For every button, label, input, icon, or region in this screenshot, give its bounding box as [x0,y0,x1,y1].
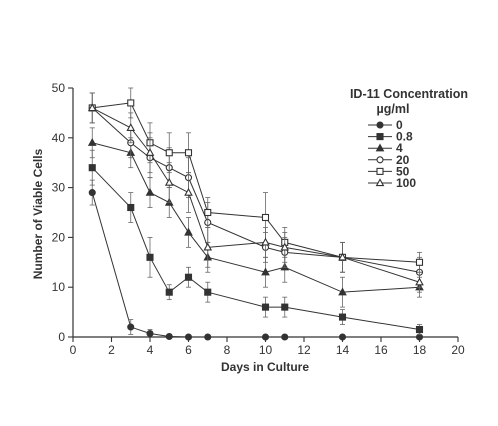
data-point [261,303,270,311]
legend-label: 50 [396,164,410,178]
legend-item: 20 [368,153,410,167]
data-point [261,237,270,246]
series-line [92,107,420,283]
data-point [415,258,424,266]
series-line [91,167,420,331]
legend-label: 100 [396,176,416,190]
series-20 [88,92,424,288]
legend-marker [375,178,385,187]
legend-subtitle: µg/ml [377,102,410,116]
x-tick-label: 6 [185,343,192,357]
x-ticks: 0 2 4 6 8 10 12 14 16 18 20 [70,337,465,357]
legend-item: 4 [368,141,403,155]
legend-marker [376,133,384,141]
data-point [146,329,154,338]
y-tick-label: 0 [58,330,65,344]
data-point [88,189,96,197]
legend-item: 0.8 [368,130,413,144]
x-tick-label: 14 [336,343,350,357]
data-point [338,287,347,296]
legend-label: 0.8 [396,130,413,144]
legend-item: 50 [368,164,410,178]
data-point [338,252,347,261]
data-point [184,227,193,236]
data-point [415,277,424,286]
x-tick-label: 20 [451,343,465,357]
x-tick-label: 12 [297,343,311,357]
data-point [415,325,424,334]
data-point [261,213,270,222]
data-point [280,242,290,251]
data-point [145,147,155,156]
x-tick-label: 0 [70,343,77,357]
y-tick-label: 50 [52,81,66,95]
x-tick-label: 18 [413,343,427,357]
data-point [146,253,154,261]
legend-marker [376,121,384,129]
data-point [126,123,136,131]
y-tick-label: 40 [52,131,66,145]
legend-title: ID-11 Concentration [350,87,468,101]
series-line [92,142,420,293]
data-point [184,149,193,157]
data-point [184,273,193,281]
x-tick-label: 10 [259,343,273,357]
series-4 [87,127,424,308]
legend-marker [376,167,384,175]
legend-marker [375,143,385,152]
data-point [127,203,135,212]
data-point [127,323,135,331]
series-0 [88,179,424,341]
x-tick-label: 2 [108,343,115,357]
x-tick-label: 16 [374,343,388,357]
data-point [145,187,155,196]
data-point [165,149,173,157]
series-line [91,192,420,338]
data-point [203,242,213,251]
series-100 [87,92,424,293]
data-point [184,187,193,196]
data-point [338,313,347,321]
data-point [281,303,289,311]
series-line [91,107,420,273]
series-50 [88,87,424,273]
y-ticks: 0 10 20 30 40 50 [52,81,73,344]
legend-label: 4 [396,141,403,155]
legend-label: 20 [396,153,410,167]
legend-item: 0 [368,118,403,132]
data-point [127,99,135,107]
data-point [87,103,97,112]
x-tick-label: 4 [147,343,154,357]
y-tick-label: 30 [52,181,66,195]
data-point [261,267,270,276]
data-point [164,177,174,186]
legend-marker [376,156,384,164]
data-point [204,288,212,296]
y-axis-title: Number of Viable Cells [31,148,45,279]
y-tick-label: 20 [52,230,66,244]
y-tick-label: 10 [52,280,66,294]
plot-area [87,87,424,341]
legend-label: 0 [396,118,403,132]
data-point [204,208,212,217]
data-point [88,164,96,172]
series-0.8 [88,149,424,335]
series-line [92,102,420,263]
x-tick-label: 8 [224,343,231,357]
legend-item: 100 [368,176,416,190]
x-axis-title: Days in Culture [221,360,309,374]
data-point [87,138,97,146]
data-point [165,288,173,296]
